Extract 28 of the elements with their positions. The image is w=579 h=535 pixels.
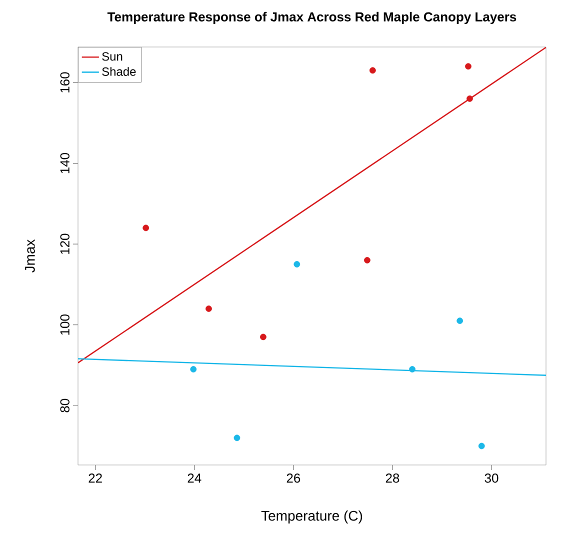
point: [294, 261, 300, 268]
point: [369, 67, 376, 74]
point: [409, 366, 416, 372]
legend-label: Sun: [102, 52, 122, 61]
x-tick-label: 26: [286, 474, 300, 483]
y-tick-label: 140: [60, 152, 70, 174]
y-axis-title: Jmax: [25, 239, 35, 272]
point: [466, 95, 473, 102]
point: [206, 305, 212, 312]
point: [234, 434, 240, 442]
point: [478, 442, 485, 450]
x-tick-label: 22: [88, 474, 102, 483]
y-tick-label: 160: [60, 72, 70, 92]
x-axis-title: Temperature (C): [261, 510, 362, 524]
x-tick-label: 30: [484, 474, 498, 483]
y-tick-label: 100: [60, 314, 70, 335]
chart-title: Temperature Response of Jmax Across Red Maple Canopy Layers: [107, 12, 516, 24]
point: [364, 257, 370, 264]
point: [190, 366, 197, 372]
point: [456, 318, 464, 324]
legend-label: Shade: [102, 67, 136, 76]
y-tick-label: 120: [60, 234, 70, 254]
x-tick-label: 28: [386, 474, 400, 483]
point: [142, 224, 150, 232]
y-tick-label: 80: [60, 398, 70, 412]
x-tick-label: 24: [188, 474, 202, 483]
point: [260, 334, 266, 340]
point: [465, 63, 472, 70]
